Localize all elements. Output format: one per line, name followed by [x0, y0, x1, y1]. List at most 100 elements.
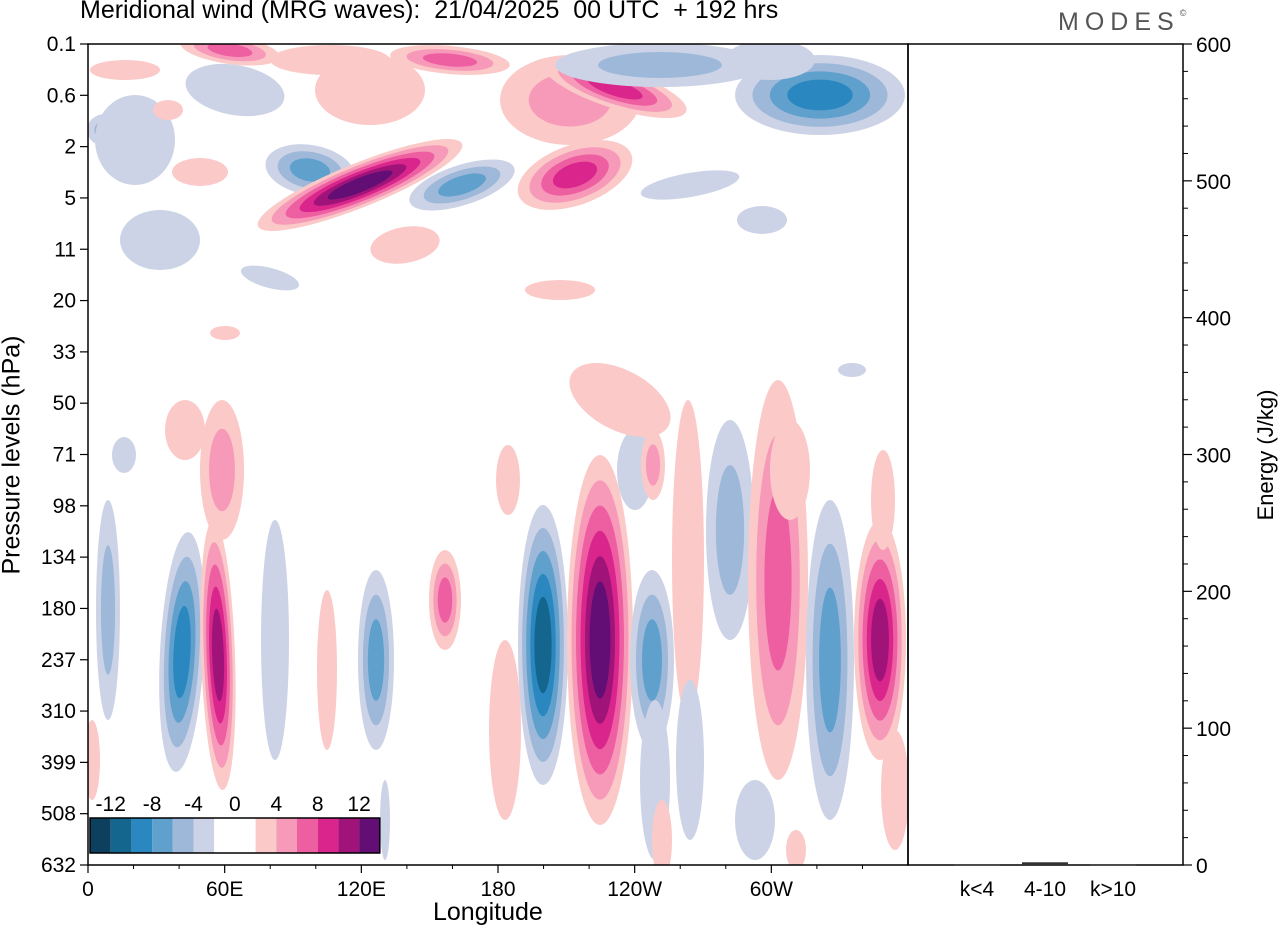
lower-anomaly-3-level-4: [173, 605, 191, 699]
x-tick-label: 60E: [206, 878, 243, 901]
energy-bar-k>10: [1090, 864, 1136, 866]
colorbar-label: 8: [312, 793, 324, 816]
lower-anomaly-21-level-1: [652, 800, 672, 865]
colorbar-frame: [89, 817, 381, 854]
energy-category-label: 4-10: [1024, 878, 1066, 901]
upper-anomaly-12-level-3: [438, 173, 486, 197]
lower-anomaly-32-level-1: [165, 400, 205, 460]
lower-anomaly-9-level-1: [380, 780, 390, 860]
lower-anomaly-15-level-3: [642, 619, 662, 701]
lower-anomaly-29-level-1: [735, 780, 775, 860]
y-tick-label: 98: [53, 495, 76, 518]
lower-anomaly-24-level-1: [770, 420, 810, 520]
x-tick-label: 180: [480, 878, 515, 901]
y-tick-label: 20: [53, 290, 76, 313]
upper-anomaly-3-level-1: [185, 63, 285, 117]
energy-tick-label: 100: [1196, 718, 1231, 741]
colorbar: -12 -8 -4 0 4 8 12: [89, 793, 381, 854]
upper-anomaly-20-level-2: [598, 52, 722, 78]
colorbar-label: 4: [270, 793, 282, 816]
x-tick-label: 60W: [750, 878, 793, 901]
colorbar-swatch: [317, 818, 339, 853]
modes-logo: MODES©: [1058, 8, 1186, 37]
colorbar-swatch: [110, 818, 132, 853]
upper-anomaly-25-level-1: [640, 170, 740, 200]
upper-anomaly-2-level-1: [90, 60, 160, 80]
colorbar-swatch: [131, 818, 153, 853]
lower-anomaly-33-level-1: [569, 363, 671, 437]
y-tick-label: 399: [41, 751, 76, 774]
upper-anomaly-24-level-1: [737, 206, 787, 234]
lower-anomaly-28-level-1: [881, 730, 908, 850]
x-tick-label: 0: [82, 878, 94, 901]
energy-tick-label: 0: [1196, 855, 1208, 878]
lower-anomaly-14-level-6: [589, 581, 611, 699]
colorbar-swatch: [172, 818, 194, 853]
y-tick-label: 2: [64, 136, 76, 159]
chart-title: Meridional wind (MRG waves): 21/04/2025 …: [80, 0, 779, 24]
lower-anomaly-26-level-5: [871, 598, 889, 682]
y-tick-label: 0.6: [47, 84, 76, 107]
lower-anomaly-25-level-3: [819, 587, 841, 733]
lower-anomaly-6-level-1: [261, 520, 289, 760]
upper-anomaly-15-level-1: [120, 210, 200, 270]
y-tick-label: 310: [41, 700, 76, 723]
upper-anomaly-13-level-1: [370, 226, 440, 264]
colorbar-swatch: [255, 818, 277, 853]
lower-anomaly-1-level-2: [100, 545, 116, 675]
colorbar-swatch: [90, 818, 111, 853]
upper-anomaly-10-level-3: [289, 158, 331, 182]
upper-anomaly-22-level-1: [725, 44, 815, 80]
upper-anomaly-19-level-4: [552, 161, 598, 189]
upper-anomaly-21-level-4: [787, 79, 853, 111]
energy-tick-label: 400: [1196, 308, 1231, 331]
lower-anomaly-20-level-1: [676, 680, 704, 840]
upper-anomaly-1-level-3: [207, 44, 253, 58]
lower-anomaly-8-level-3: [367, 619, 385, 701]
colorbar-swatch: [152, 818, 173, 853]
colorbar-swatch: [234, 818, 256, 853]
energy-category-label: k<4: [960, 878, 995, 901]
energy-category-label: k>10: [1090, 878, 1136, 901]
energy-tick-label: 300: [1196, 445, 1231, 468]
y-tick-label: 237: [41, 649, 76, 672]
lower-anomaly-34-level-1: [838, 363, 866, 377]
lower-anomaly-12-level-1: [489, 640, 521, 820]
lower-anomaly-5-level-2: [209, 428, 235, 512]
upper-anomaly-6-level-3: [422, 53, 478, 67]
energy-bar-4-10: [1022, 862, 1068, 865]
lower-anomaly-16-level-1: [672, 400, 704, 720]
lower-anomaly-10-level-3: [437, 577, 453, 623]
colorbar-label: -4: [184, 793, 203, 816]
y-axis-label: Pressure levels (hPa): [0, 335, 26, 575]
upper-anomaly-23-level-1: [525, 280, 595, 300]
upper-anomaly-5-level-1: [270, 45, 390, 75]
lower-anomaly-31-level-1: [112, 437, 136, 473]
y-tick-label: 50: [53, 392, 76, 415]
colorbar-swatch: [193, 818, 215, 853]
logo-mark: ©: [1179, 8, 1187, 18]
colorbar-swatch: [338, 818, 360, 853]
y-tick-label: 33: [53, 341, 76, 364]
upper-anomaly-11-level-6: [327, 170, 393, 200]
colorbar-swatch: [297, 818, 318, 853]
upper-anomaly-16-level-1: [240, 265, 300, 291]
x-tick-label: 120E: [337, 878, 386, 901]
energy-tick-label: 200: [1196, 581, 1231, 604]
upper-anomaly-14-level-1: [172, 158, 228, 186]
lower-anomaly-11-level-1: [496, 445, 520, 515]
lower-anomaly-27-level-1: [871, 450, 895, 550]
y-tick-label: 134: [41, 546, 76, 569]
colorbar-label: -12: [96, 793, 126, 816]
colorbar-label: 0: [229, 793, 241, 816]
lower-anomaly-2-level-1: [88, 720, 100, 800]
y-tick-label: 71: [53, 444, 76, 467]
colorbar-swatch: [359, 818, 380, 853]
y-tick-label: 11: [54, 238, 76, 261]
upper-anomaly-9-level-1: [153, 100, 183, 120]
energy-bar-k<4: [954, 864, 1000, 866]
colorbar-label: 12: [347, 793, 370, 816]
energy-frame: [907, 43, 1184, 866]
colorbar-swatch: [276, 818, 297, 853]
